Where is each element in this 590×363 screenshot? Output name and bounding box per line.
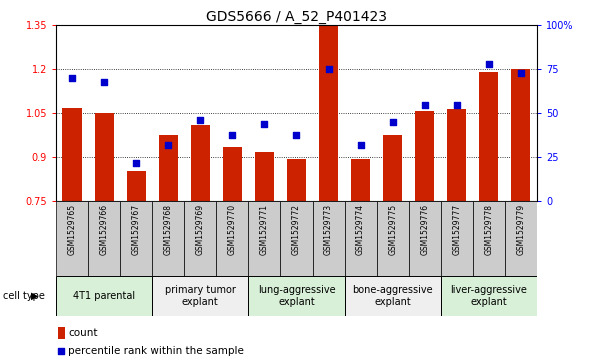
Text: GSM1529771: GSM1529771 [260, 204, 269, 255]
Point [324, 66, 333, 72]
Text: GSM1529766: GSM1529766 [100, 204, 109, 255]
Bar [351, 159, 370, 201]
Bar [313, 201, 345, 276]
Point [388, 119, 398, 125]
Text: primary tumor
explant: primary tumor explant [165, 285, 236, 307]
Text: 4T1 parental: 4T1 parental [73, 291, 135, 301]
Text: GSM1529778: GSM1529778 [484, 204, 493, 255]
Bar [473, 201, 505, 276]
Bar [280, 201, 313, 276]
Bar [58, 327, 65, 339]
Text: GSM1529776: GSM1529776 [420, 204, 429, 255]
Bar [94, 113, 114, 201]
Text: cell type: cell type [3, 291, 45, 301]
Bar [152, 276, 248, 316]
Point [132, 160, 141, 166]
Title: GDS5666 / A_52_P401423: GDS5666 / A_52_P401423 [206, 11, 387, 24]
Bar [479, 72, 499, 201]
Text: GSM1529773: GSM1529773 [324, 204, 333, 255]
Text: GSM1529774: GSM1529774 [356, 204, 365, 255]
Bar [127, 171, 146, 201]
Point [261, 266, 270, 272]
Bar [184, 201, 217, 276]
Text: count: count [68, 328, 98, 338]
Bar [159, 135, 178, 201]
Bar [287, 159, 306, 201]
Bar [223, 147, 242, 201]
Text: GSM1529770: GSM1529770 [228, 204, 237, 255]
Point [163, 142, 173, 148]
Point [260, 121, 269, 127]
Bar [191, 125, 210, 201]
Bar [415, 110, 434, 201]
Text: GSM1529772: GSM1529772 [292, 204, 301, 255]
Text: GSM1529779: GSM1529779 [516, 204, 525, 255]
Bar [447, 109, 466, 201]
Text: GSM1529768: GSM1529768 [164, 204, 173, 255]
Bar [88, 201, 120, 276]
Bar [383, 135, 402, 201]
Bar [248, 276, 345, 316]
Point [484, 61, 493, 67]
Bar [441, 201, 473, 276]
Bar [441, 276, 537, 316]
Bar [345, 201, 376, 276]
Text: ▶: ▶ [31, 291, 38, 301]
Point [291, 132, 301, 138]
Text: liver-aggressive
explant: liver-aggressive explant [450, 285, 527, 307]
Text: percentile rank within the sample: percentile rank within the sample [68, 346, 244, 356]
Text: GSM1529765: GSM1529765 [68, 204, 77, 255]
Bar [56, 276, 152, 316]
Bar [63, 107, 81, 201]
Text: bone-aggressive
explant: bone-aggressive explant [352, 285, 433, 307]
Bar [345, 276, 441, 316]
Point [452, 102, 461, 107]
Text: GSM1529775: GSM1529775 [388, 204, 397, 255]
Point [420, 102, 430, 107]
Bar [217, 201, 248, 276]
Bar [152, 201, 184, 276]
Bar [255, 152, 274, 201]
Bar [120, 201, 152, 276]
Bar [56, 201, 88, 276]
Text: GSM1529777: GSM1529777 [453, 204, 461, 255]
Bar [409, 201, 441, 276]
Bar [248, 201, 280, 276]
Point [67, 76, 77, 81]
Point [228, 132, 237, 138]
Bar [319, 25, 338, 201]
Point [516, 70, 526, 76]
Text: GSM1529767: GSM1529767 [132, 204, 140, 255]
Text: GSM1529769: GSM1529769 [196, 204, 205, 255]
Text: lung-aggressive
explant: lung-aggressive explant [258, 285, 335, 307]
Bar [512, 69, 530, 201]
Point [356, 142, 365, 148]
Bar [505, 201, 537, 276]
Point [99, 79, 109, 85]
Bar [376, 201, 409, 276]
Point [195, 118, 205, 123]
